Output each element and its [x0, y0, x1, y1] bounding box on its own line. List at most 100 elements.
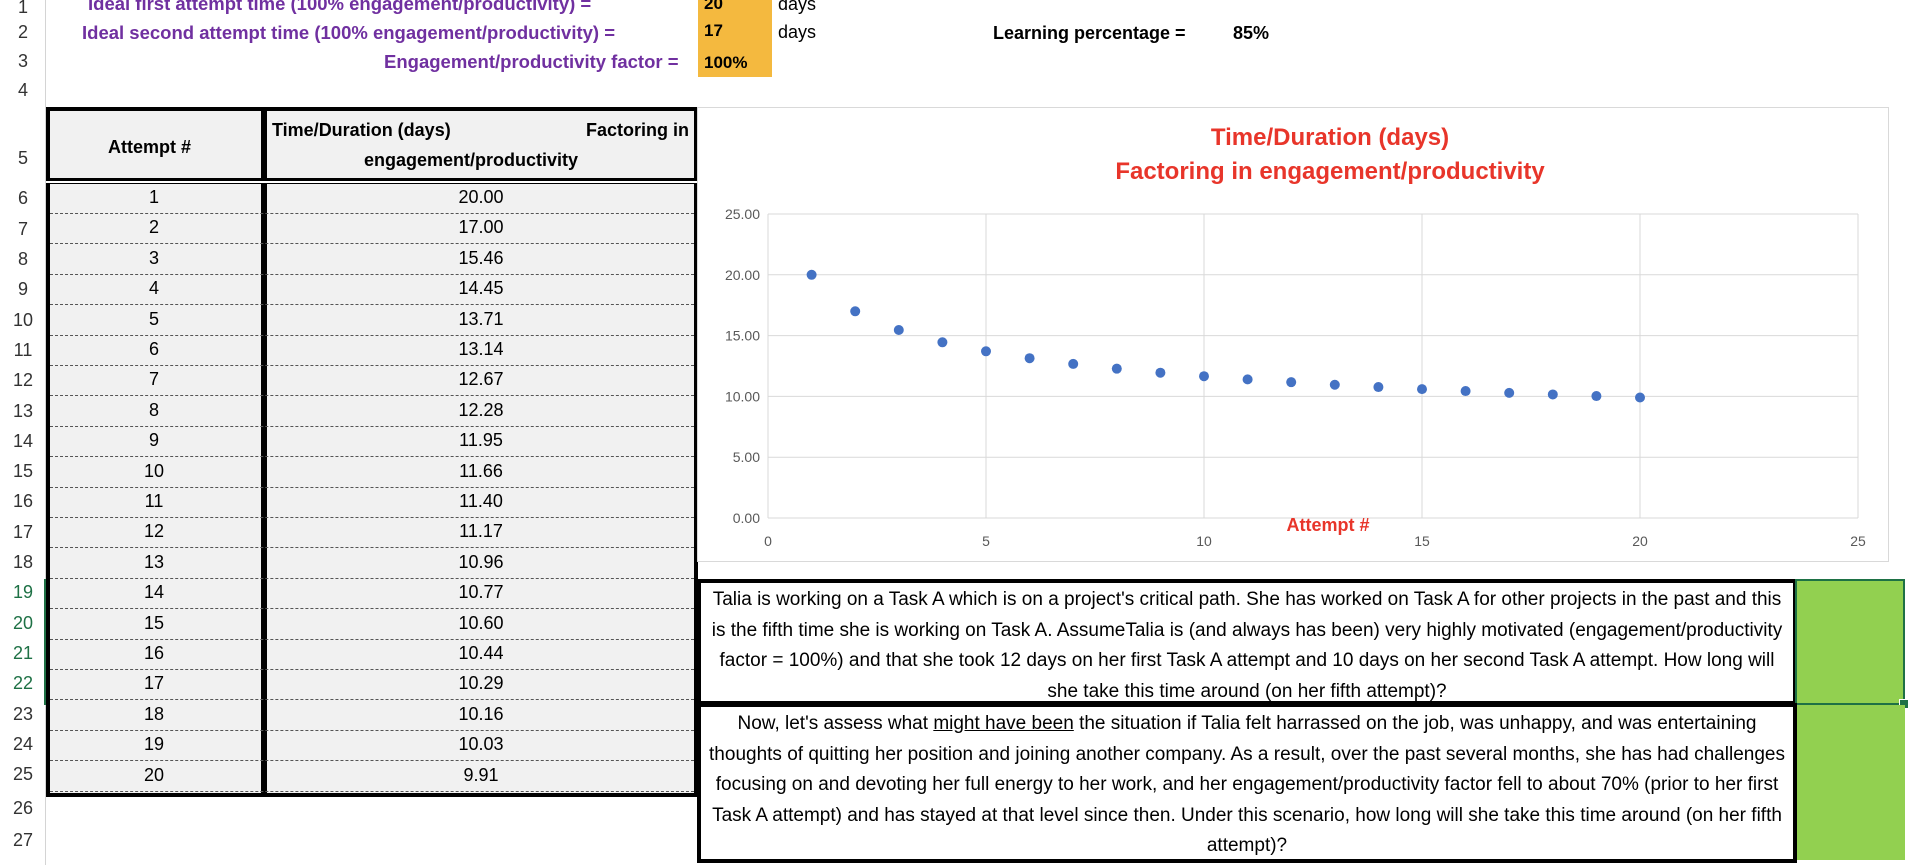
time-cell[interactable]: 15.46	[458, 247, 504, 268]
y-tick-label: 25.00	[725, 206, 760, 222]
row-number[interactable]: 10	[12, 310, 34, 330]
row-number[interactable]: 9	[17, 279, 28, 299]
attempt-cell[interactable]: 14	[143, 582, 165, 603]
row-number[interactable]: 16	[12, 491, 34, 511]
row-number[interactable]: 4	[17, 80, 28, 100]
attempt-cell[interactable]: 12	[143, 521, 165, 542]
row-number[interactable]: 19	[12, 582, 34, 602]
time-cell[interactable]: 10.16	[458, 703, 504, 724]
table-row: 14 10.77	[50, 579, 694, 610]
learning-percentage-value[interactable]: 85%	[1233, 23, 1270, 43]
time-cell[interactable]: 10.96	[458, 551, 504, 572]
data-point[interactable]	[850, 306, 861, 317]
data-point[interactable]	[1199, 371, 1209, 382]
row-number[interactable]: 6	[17, 188, 28, 208]
time-cell[interactable]: 10.03	[458, 734, 504, 755]
data-point[interactable]	[1547, 389, 1558, 400]
attempt-cell[interactable]: 19	[143, 734, 165, 755]
chart-title: Time/Duration (days)	[1211, 124, 1449, 151]
row-number[interactable]: 25	[12, 764, 34, 784]
attempt-cell[interactable]: 15	[143, 612, 165, 633]
attempt-cell[interactable]: 5	[148, 308, 159, 329]
row-number[interactable]: 7	[17, 219, 28, 239]
attempt-cell[interactable]: 4	[148, 278, 159, 299]
answer-1-cell[interactable]	[1795, 579, 1909, 709]
data-point[interactable]	[806, 269, 817, 280]
row-number[interactable]: 15	[12, 461, 34, 481]
first-attempt-value-cell[interactable]: 20	[698, 0, 772, 21]
attempt-cell[interactable]: 3	[148, 247, 159, 268]
x-tick-label: 20	[1632, 533, 1648, 549]
row-number[interactable]: 14	[12, 431, 34, 451]
time-cell[interactable]: 11.66	[459, 460, 503, 481]
data-point[interactable]	[937, 337, 948, 348]
time-cell[interactable]: 11.17	[459, 521, 503, 542]
attempt-cell[interactable]: 20	[143, 764, 165, 785]
data-point[interactable]	[1068, 358, 1079, 369]
data-point[interactable]	[1242, 374, 1253, 385]
second-attempt-value-cell[interactable]: 17	[698, 21, 772, 49]
time-cell[interactable]: 12.28	[458, 399, 504, 420]
time-cell[interactable]: 11.40	[459, 491, 503, 511]
row-number[interactable]: 17	[12, 522, 34, 542]
attempt-cell[interactable]: 18	[143, 703, 165, 724]
time-cell[interactable]: 13.14	[458, 339, 504, 359]
y-tick-label: 10.00	[725, 388, 760, 404]
time-cell[interactable]: 14.45	[458, 278, 504, 299]
data-point[interactable]	[1155, 367, 1166, 378]
data-point[interactable]	[1591, 391, 1602, 402]
attempt-cell[interactable]: 8	[148, 399, 159, 420]
data-point[interactable]	[1111, 363, 1122, 374]
data-point[interactable]	[893, 325, 904, 336]
attempt-cell[interactable]: 9	[148, 430, 159, 451]
time-cell[interactable]: 9.91	[463, 764, 499, 785]
row-number[interactable]: 2	[17, 22, 28, 42]
data-point[interactable]	[1635, 392, 1645, 403]
data-point[interactable]	[1329, 379, 1340, 390]
data-point[interactable]	[1504, 387, 1515, 398]
row-number[interactable]: 22	[12, 673, 34, 693]
answer-2-cell[interactable]	[1797, 705, 1905, 860]
row-number[interactable]: 8	[17, 249, 28, 269]
time-cell[interactable]: 20.00	[458, 187, 504, 207]
attempt-cell[interactable]: 1	[148, 187, 159, 207]
attempt-cell[interactable]: 2	[148, 217, 159, 238]
attempt-cell[interactable]: 17	[143, 673, 165, 694]
data-point[interactable]	[981, 346, 991, 357]
row-number[interactable]: 24	[12, 734, 34, 754]
row-number[interactable]: 11	[13, 340, 33, 360]
row-number[interactable]: 26	[12, 798, 34, 818]
row-number[interactable]: 27	[12, 830, 34, 850]
row-number[interactable]: 12	[12, 370, 34, 390]
time-cell[interactable]: 11.95	[459, 430, 503, 451]
row-number[interactable]: 13	[12, 401, 34, 421]
time-cell[interactable]: 10.29	[458, 673, 504, 694]
attempt-cell[interactable]: 16	[143, 643, 165, 663]
row-number[interactable]: 23	[12, 704, 34, 724]
scatter-chart[interactable]: 0.00 5.00 10.00 15.00 20.00 25.00 0 5 10 15 20 25 …	[697, 107, 1889, 562]
engagement-factor-value-cell[interactable]: 100%	[698, 49, 772, 77]
time-cell[interactable]: 10.60	[458, 612, 504, 633]
attempt-cell[interactable]: 7	[148, 369, 159, 390]
time-cell[interactable]: 13.71	[458, 308, 504, 329]
attempt-cell[interactable]: 10	[143, 460, 165, 481]
data-point[interactable]	[1024, 353, 1035, 364]
table-row: 3 15.46	[50, 245, 694, 275]
row-number[interactable]: 5	[17, 148, 28, 168]
row-number[interactable]: 3	[17, 51, 28, 71]
row-number[interactable]: 18	[12, 552, 34, 572]
time-cell[interactable]: 10.44	[458, 643, 504, 663]
attempt-cell[interactable]: 11	[144, 491, 164, 511]
attempt-cell[interactable]: 6	[148, 339, 159, 359]
time-cell[interactable]: 17.00	[458, 217, 504, 238]
attempt-cell[interactable]: 13	[143, 551, 165, 572]
data-point[interactable]	[1417, 384, 1427, 395]
time-cell[interactable]: 10.77	[458, 582, 504, 603]
data-point[interactable]	[1373, 382, 1384, 393]
row-number[interactable]: 21	[12, 643, 34, 663]
row-number[interactable]: 1	[17, 0, 28, 17]
data-point[interactable]	[1460, 386, 1471, 397]
time-cell[interactable]: 12.67	[458, 369, 504, 390]
row-number[interactable]: 20	[12, 613, 34, 633]
data-point[interactable]	[1286, 377, 1297, 388]
